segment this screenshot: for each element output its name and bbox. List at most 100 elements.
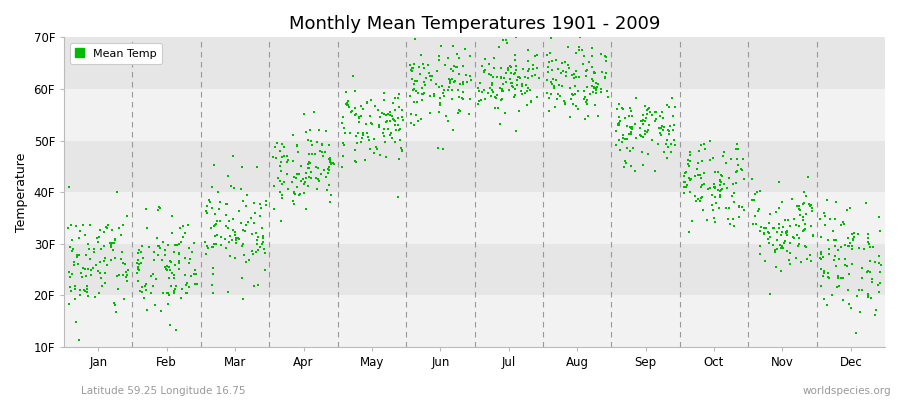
Point <box>679 178 693 185</box>
Point <box>581 112 596 119</box>
Point <box>395 148 410 154</box>
Point <box>189 270 203 277</box>
Point <box>266 206 281 212</box>
Point <box>151 207 166 213</box>
Point <box>97 270 112 276</box>
Point <box>288 191 302 198</box>
Point <box>352 119 366 126</box>
Point <box>309 164 323 170</box>
Point <box>552 82 566 88</box>
Point <box>477 68 491 74</box>
Point <box>645 137 660 144</box>
Point <box>776 245 790 252</box>
Point <box>83 221 97 228</box>
Point <box>499 70 513 76</box>
Point <box>382 112 397 118</box>
Point <box>104 242 118 248</box>
Bar <box>64 244 885 295</box>
Point <box>178 290 193 296</box>
Point <box>508 86 523 92</box>
Point <box>562 65 576 72</box>
Point <box>841 207 855 213</box>
Point <box>321 166 336 172</box>
Point <box>395 116 410 123</box>
Point <box>93 270 107 276</box>
Point <box>682 189 697 195</box>
Point <box>372 124 386 131</box>
Point <box>789 255 804 262</box>
Point <box>167 242 182 248</box>
Point <box>872 253 886 260</box>
Point <box>266 183 281 189</box>
Point <box>425 72 439 79</box>
Point <box>814 266 828 273</box>
Point <box>860 239 875 245</box>
Point <box>490 74 504 80</box>
Point <box>797 243 812 250</box>
Point <box>159 290 174 296</box>
Point <box>222 252 237 259</box>
Point <box>791 240 806 247</box>
Point <box>174 295 188 301</box>
Point <box>747 197 761 204</box>
Point <box>459 72 473 79</box>
Point <box>820 302 834 308</box>
Point <box>707 184 722 190</box>
Point <box>446 63 461 69</box>
Point <box>276 179 291 185</box>
Legend: Mean Temp: Mean Temp <box>69 43 162 64</box>
Point <box>681 156 696 163</box>
Point <box>645 112 660 118</box>
Point <box>427 91 441 98</box>
Point <box>172 266 186 272</box>
Point <box>569 50 583 56</box>
Point <box>76 221 91 228</box>
Point <box>446 79 461 85</box>
Point <box>301 137 315 143</box>
Point <box>540 77 554 84</box>
Point <box>392 103 407 110</box>
Point <box>190 280 204 287</box>
Point <box>406 86 420 93</box>
Point <box>134 248 148 255</box>
Point <box>708 184 723 190</box>
Point <box>766 225 780 232</box>
Point <box>250 237 265 243</box>
Point <box>725 216 740 222</box>
Point <box>364 120 379 126</box>
Point <box>206 223 220 230</box>
Point <box>526 61 541 68</box>
Point <box>872 214 886 220</box>
Point <box>806 232 820 238</box>
Point <box>626 145 641 151</box>
Point <box>213 218 228 224</box>
Point <box>787 235 801 242</box>
Point <box>323 161 338 167</box>
Bar <box>64 295 885 347</box>
Point <box>698 170 712 176</box>
Point <box>629 134 643 141</box>
Point <box>388 106 402 113</box>
Point <box>827 256 842 263</box>
Point <box>831 274 845 281</box>
Point <box>585 53 599 59</box>
Point <box>545 67 560 73</box>
Point <box>377 97 392 103</box>
Point <box>482 90 496 96</box>
Point <box>845 261 859 268</box>
Point <box>184 249 199 256</box>
Point <box>226 184 240 191</box>
Point <box>589 80 603 86</box>
Point <box>860 292 875 298</box>
Point <box>352 115 366 121</box>
Point <box>798 193 813 200</box>
Point <box>542 95 556 101</box>
Point <box>373 114 387 120</box>
Point <box>83 256 97 263</box>
Point <box>620 144 634 151</box>
Point <box>321 164 336 170</box>
Point <box>370 146 384 152</box>
Point <box>757 225 771 231</box>
Point <box>309 151 323 157</box>
Point <box>280 159 294 166</box>
